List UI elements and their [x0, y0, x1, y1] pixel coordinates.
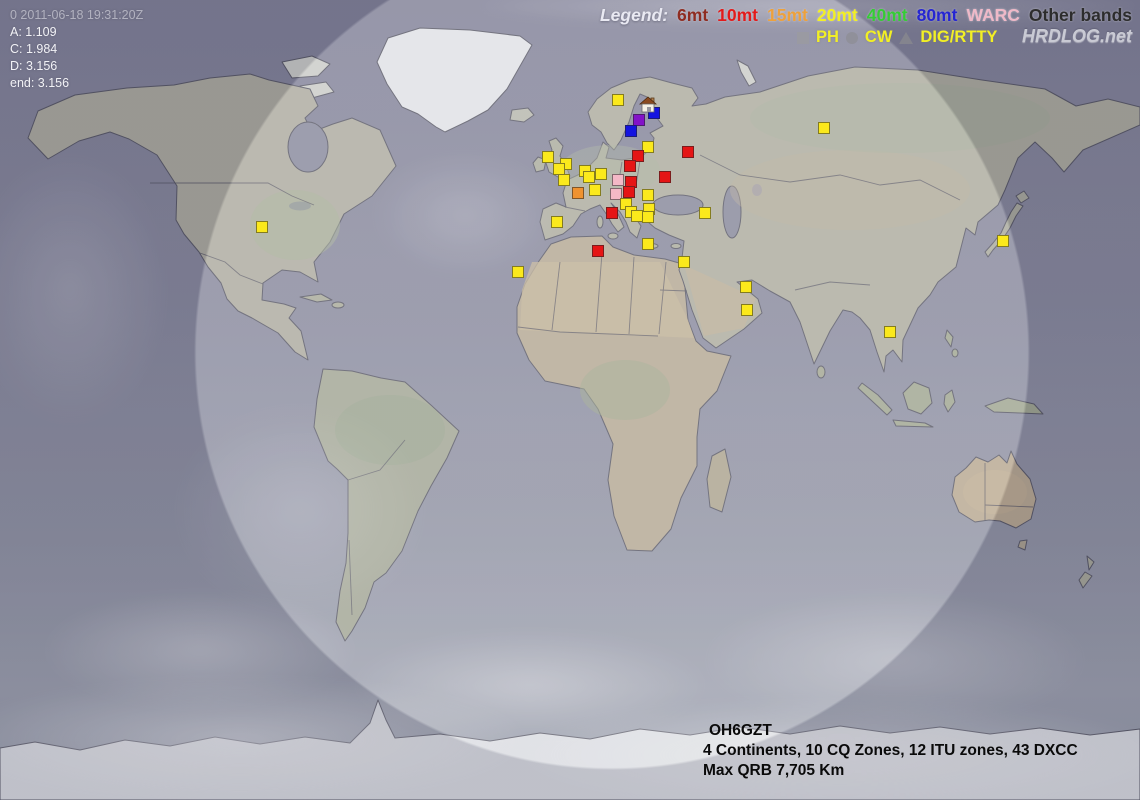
hispaniola	[331, 301, 345, 309]
corsica-sardinia	[596, 215, 604, 229]
hrdlog-watermark: HRDLOG.net	[1022, 26, 1132, 46]
qso-marker-20mt	[642, 141, 654, 153]
sahara-desert	[520, 262, 694, 338]
qso-marker-80mt	[625, 125, 637, 137]
stat-line-c: C: 1.984	[10, 42, 58, 56]
qso-marker-20mt	[818, 122, 830, 134]
qso-marker-warc	[612, 174, 624, 186]
qso-marker-20mt	[551, 216, 563, 228]
sri-lanka	[816, 365, 826, 379]
qso-marker-15mt	[572, 187, 584, 199]
qso-marker-20mt	[595, 168, 607, 180]
japan	[984, 202, 1024, 258]
triangle-mode-icon	[899, 31, 914, 44]
legend-bands-row: Legend: 6mt 10mt 15mt 20mt 40mt 80mt WARC Other…	[600, 5, 1132, 26]
qso-marker-20mt	[884, 326, 896, 338]
legend-band-15mt: 15mt	[767, 5, 808, 25]
qso-marker-10mt	[623, 186, 635, 198]
qso-marker-10mt	[606, 207, 618, 219]
legend-band-40mt: 40mt	[866, 5, 908, 25]
legend-title: Legend:	[599, 5, 669, 25]
new-zealand	[1086, 555, 1095, 571]
continent-greenland	[376, 27, 533, 133]
stat-line-d: D: 3.156	[10, 59, 58, 73]
stat-line-a: A: 1.109	[10, 25, 57, 39]
qso-marker-10mt	[632, 150, 644, 162]
arabian-desert	[684, 265, 756, 336]
legend-modes-row: PH CW DIG/RTTY	[797, 28, 997, 47]
legend-band-6mt: 6mt	[677, 5, 709, 25]
qso-marker-20mt	[256, 221, 268, 233]
qso-marker-20mt	[678, 256, 690, 268]
qso-marker-20mt	[997, 235, 1009, 247]
station-summary-block: OH6GZT 4 Continents, 10 CQ Zones, 12 ITU…	[703, 721, 1078, 781]
new-zealand	[1078, 571, 1093, 589]
iceland	[509, 107, 535, 123]
cuba	[299, 293, 333, 303]
qso-marker-20mt	[699, 207, 711, 219]
sulawesi	[943, 389, 956, 413]
sicily	[607, 232, 619, 240]
home-station-icon	[639, 96, 657, 113]
qso-marker-mixed	[633, 114, 645, 126]
qso-marker-20mt	[642, 211, 654, 223]
country-borders	[150, 154, 1034, 616]
station-callsign: OH6GZT	[709, 722, 772, 739]
aral-sea	[752, 184, 762, 196]
madagascar	[706, 448, 732, 513]
qso-marker-20mt	[589, 184, 601, 196]
legend-mode-dig-rtty: DIG/RTTY	[920, 28, 998, 46]
terrain-tints	[250, 83, 1050, 514]
java	[892, 419, 934, 428]
station-max-qrb: Max QRB 7,705 Km	[703, 762, 845, 779]
qso-marker-20mt	[512, 266, 524, 278]
legend-mode-ph: PH	[816, 28, 839, 46]
status-info-block: 0 2011-06-18 19:31:20Z A: 1.109 C: 1.984…	[10, 7, 143, 92]
hudson-bay	[287, 121, 329, 173]
new-guinea	[984, 397, 1044, 415]
qso-marker-10mt	[659, 171, 671, 183]
legend-band-10mt: 10mt	[717, 5, 759, 25]
stat-line-end: end: 3.156	[10, 76, 70, 90]
square-mode-icon	[797, 31, 809, 44]
borneo	[902, 381, 933, 415]
hokkaido	[1015, 190, 1030, 204]
legend-band-other-bands: Other bands	[1028, 5, 1132, 25]
legend-mode-cw: CW	[864, 28, 893, 46]
qso-marker-10mt	[682, 146, 694, 158]
qso-marker-10mt	[592, 245, 604, 257]
cyprus	[670, 243, 682, 249]
legend-bands: 6mt 10mt 15mt 20mt 40mt 80mt WARC Other bands	[677, 5, 1132, 26]
qso-marker-20mt	[741, 304, 753, 316]
qso-marker-20mt	[542, 151, 554, 163]
timestamp: 0 2011-06-18 19:31:20Z	[10, 8, 144, 22]
legend-band-warc: WARC	[966, 5, 1020, 25]
caspian-sea	[722, 185, 742, 239]
sumatra	[857, 382, 893, 416]
legend-band-20mt: 20mt	[816, 5, 858, 25]
qso-marker-20mt	[642, 189, 654, 201]
circle-mode-icon	[845, 31, 858, 44]
qso-marker-10mt	[624, 160, 636, 172]
qso-marker-warc	[610, 188, 622, 200]
philippines	[944, 329, 954, 348]
novaya-zemlya	[736, 59, 757, 87]
mindanao	[951, 348, 959, 358]
qso-marker-20mt	[612, 94, 624, 106]
legend-band-80mt: 80mt	[916, 5, 958, 25]
black-sea	[652, 194, 704, 216]
qso-marker-20mt	[740, 281, 752, 293]
tasmania	[1017, 539, 1028, 551]
station-zones-summary: 4 Continents, 10 CQ Zones, 12 ITU zones,…	[703, 742, 1078, 759]
continent-north-america	[27, 73, 397, 361]
qso-marker-20mt	[583, 171, 595, 183]
qso-marker-20mt	[642, 238, 654, 250]
arctic-islands	[281, 55, 331, 79]
qso-marker-20mt	[558, 174, 570, 186]
